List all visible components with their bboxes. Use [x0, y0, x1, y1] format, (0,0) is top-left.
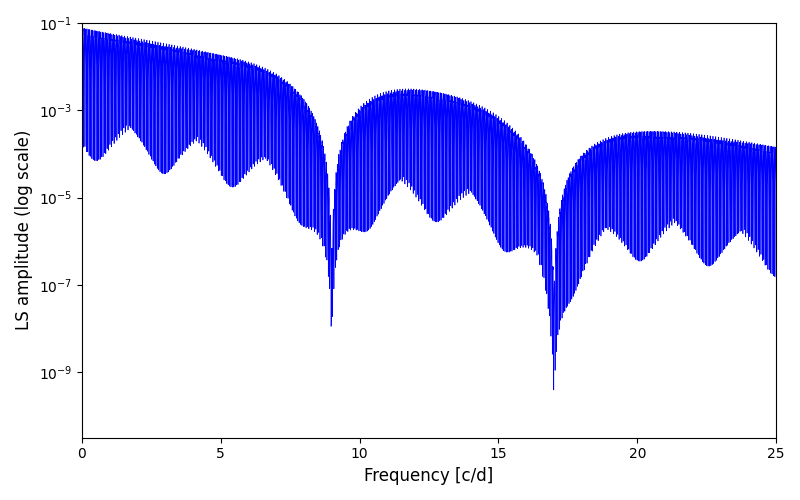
Y-axis label: LS amplitude (log scale): LS amplitude (log scale) [15, 130, 33, 330]
X-axis label: Frequency [c/d]: Frequency [c/d] [364, 467, 494, 485]
